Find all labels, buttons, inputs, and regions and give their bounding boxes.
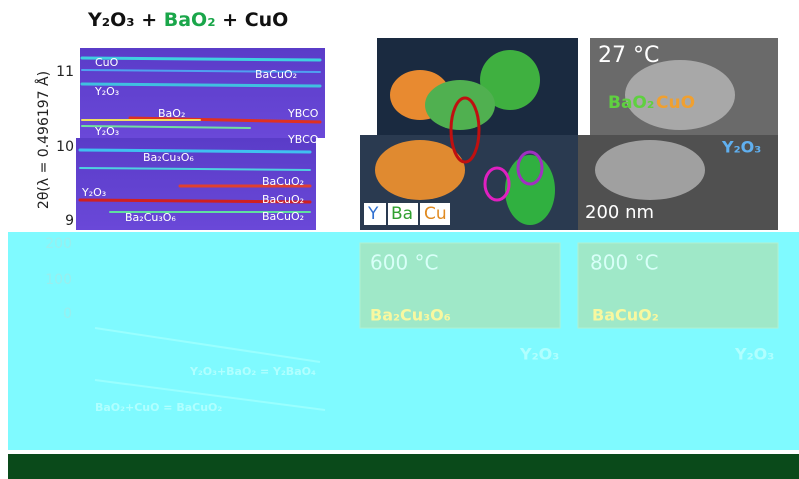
phase-label: CuO: [656, 93, 695, 113]
phase-label: BaCuO₂: [262, 175, 304, 188]
temperature: 800 °C: [590, 251, 659, 275]
phase-label: Ba₂Cu₃O₆: [370, 306, 451, 325]
heatmap: CuO BaCuO₂ Y₂O₃ BaO₂ YBCO Y₂O₃ YBCO Ba₂C…: [76, 48, 325, 230]
phase-label: Y₂O₃: [94, 85, 119, 98]
phase-label: Y₂O₃: [94, 125, 119, 138]
y-tick-label: 11: [56, 64, 74, 80]
phase-label: Y₂O₃: [519, 345, 559, 364]
legend-label: Ba: [391, 204, 413, 224]
micrographs: 27 °C BaO₂ CuO Y₂O₃ 200 nm Y Ba Cu: [360, 38, 778, 230]
phase-label: BaCuO₂: [592, 306, 659, 325]
bottom-strip: [8, 454, 799, 479]
reaction: BaO₂+CuO = BaCuO₂: [95, 401, 222, 414]
legend-label: Y: [367, 204, 379, 224]
phase-label: YBCO: [287, 107, 319, 120]
y-tick-label: 100: [45, 272, 72, 288]
phase-label: Ba₂Cu₃O₆: [143, 151, 194, 164]
title: Y₂O₃ + BaO₂ + CuO: [87, 9, 288, 31]
phase-label: BaCuO₂: [262, 193, 304, 206]
phase-label: BaCuO₂: [255, 68, 297, 81]
phase-label: YBCO: [287, 133, 319, 146]
y-axis-label: 2θ(λ = 0.496197 Å): [35, 71, 52, 209]
y-tick-label: 0: [63, 306, 72, 322]
phase-label: Y₂O₃: [734, 345, 774, 364]
temperature: 600 °C: [370, 251, 439, 275]
legend-label: Cu: [424, 204, 447, 224]
phase-label: Ba₂Cu₃O₆: [125, 211, 176, 224]
phase-label: Y₂O₃: [81, 186, 106, 199]
reaction: Y₂O₃+BaO₂ = Y₂BaO₄: [189, 365, 316, 378]
y-tick-label: 10: [56, 139, 74, 155]
phase-label: BaO₂: [608, 93, 654, 113]
y-tick-label: 200: [45, 236, 72, 252]
temperature: 27 °C: [598, 43, 659, 68]
scale-bar-label: 200 nm: [585, 202, 654, 223]
phase-label: BaO₂: [158, 107, 185, 120]
phase-label: CuO: [95, 56, 119, 69]
phase-label: Y₂O₃: [721, 138, 761, 157]
y-tick-label: 9: [65, 213, 74, 229]
phase-label: BaCuO₂: [262, 210, 304, 223]
